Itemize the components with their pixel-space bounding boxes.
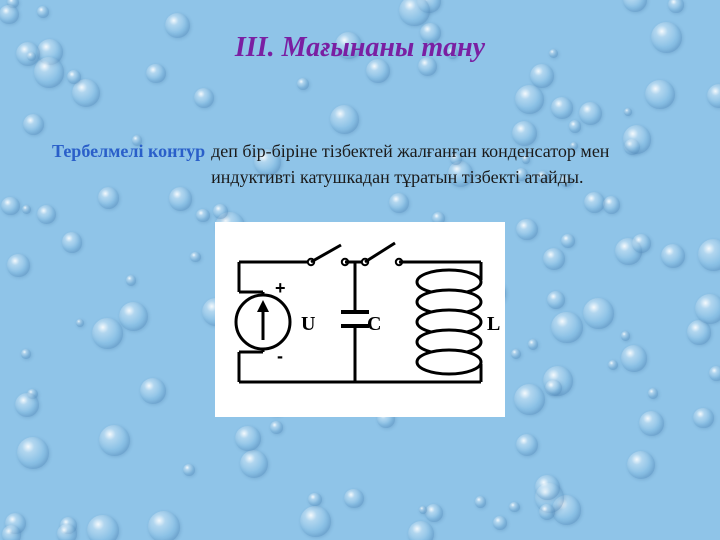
definition-text: деп бір-біріне тізбектей жалғанған конде… bbox=[211, 138, 690, 190]
slide-content: ІІІ. Мағынаны тану Тербелмелі контур деп… bbox=[0, 0, 720, 540]
inductor-coil bbox=[417, 270, 481, 374]
slide-title: ІІІ. Мағынаны тану bbox=[0, 32, 720, 64]
term: Тербелмелі контур bbox=[52, 138, 205, 164]
definition-block: Тербелмелі контур деп бір-біріне тізбект… bbox=[52, 138, 690, 190]
voltage-label: U bbox=[301, 313, 315, 335]
circuit-svg: + - U C L bbox=[215, 222, 505, 417]
minus-sign: - bbox=[277, 346, 283, 366]
inductor-label: L bbox=[487, 313, 500, 335]
circuit-diagram: + - U C L bbox=[215, 222, 505, 417]
plus-sign: + bbox=[275, 278, 286, 298]
capacitor-label: C bbox=[367, 313, 381, 335]
